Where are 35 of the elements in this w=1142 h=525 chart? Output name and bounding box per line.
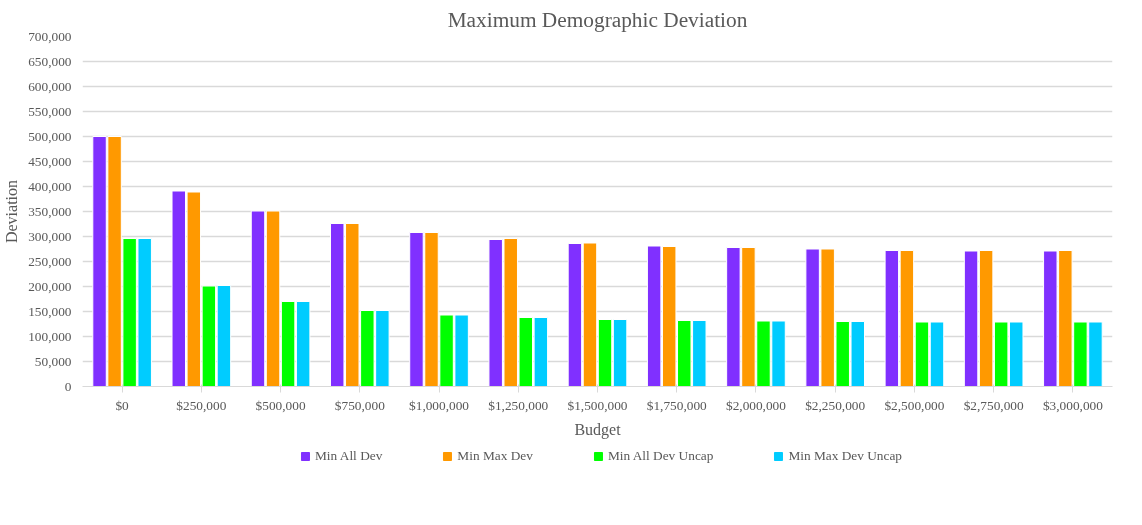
chart-title: Maximum Demographic Deviation: [447, 7, 748, 32]
legend-label: Min All Dev Uncap: [607, 448, 714, 464]
x-tick-label: $500,000: [255, 397, 306, 413]
y-tick-label: 550,000: [28, 103, 72, 119]
y-tick-label: 150,000: [28, 303, 72, 319]
legend-label: Min Max Dev: [457, 448, 533, 464]
x-tick-label: $1,750,000: [646, 397, 708, 413]
y-tick-label: 0: [64, 378, 72, 394]
x-tick-label: $1,250,000: [488, 397, 549, 413]
y-tick-label: 50,000: [34, 353, 72, 369]
y-tick-label: 200,000: [28, 278, 72, 294]
y-tick-label: 100,000: [28, 328, 72, 344]
legend-label: Min All Dev: [314, 448, 383, 464]
y-tick-label: 300,000: [28, 228, 72, 244]
y-tick-label: 500,000: [28, 128, 72, 144]
x-tick-label: $1,500,000: [567, 397, 628, 413]
x-tick-label: $0: [115, 397, 130, 413]
x-tick-label: $2,250,000: [805, 397, 866, 413]
x-tick-label: $3,000,000: [1042, 397, 1104, 413]
x-axis-title: Budget: [574, 420, 622, 439]
y-tick-label: 250,000: [28, 253, 72, 269]
x-tick-label: $2,750,000: [963, 397, 1024, 413]
x-tick-label: $2,000,000: [725, 397, 787, 413]
y-tick-label: 350,000: [28, 203, 72, 219]
y-tick-label: 700,000: [28, 28, 72, 44]
y-axis-title: Deviation: [3, 179, 21, 244]
y-tick-label: 450,000: [28, 153, 72, 169]
x-tick-label: $1,000,000: [409, 397, 470, 413]
x-tick-label: $2,500,000: [884, 397, 945, 413]
legend-label: Min Max Dev Uncap: [788, 448, 903, 464]
y-tick-label: 650,000: [28, 53, 72, 69]
x-tick-label: $250,000: [176, 397, 227, 413]
y-tick-label: 600,000: [28, 78, 72, 94]
x-tick-label: $750,000: [334, 397, 386, 413]
y-tick-label: 400,000: [28, 178, 72, 194]
